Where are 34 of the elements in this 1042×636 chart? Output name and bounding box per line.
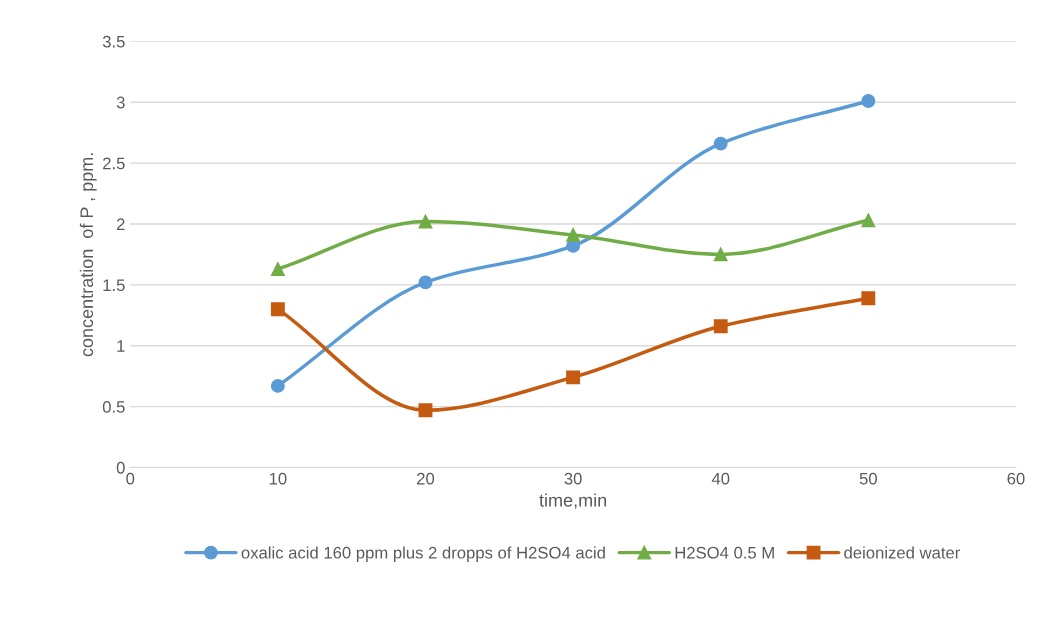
y-tick-label: 2: [116, 218, 125, 230]
x-tick-label: 30: [564, 472, 582, 485]
y-tick-label: 1.5: [103, 279, 125, 292]
point: [861, 94, 876, 108]
point: [418, 275, 433, 290]
point: [418, 214, 433, 229]
y-tick-label: 0: [116, 461, 125, 474]
point: [713, 319, 728, 334]
point: [270, 378, 285, 393]
x-tick-label: 10: [269, 472, 287, 485]
point: [713, 247, 728, 262]
x-tick-label: 60: [1007, 472, 1025, 485]
point: [270, 262, 285, 276]
point: [713, 136, 728, 151]
point: [566, 370, 581, 385]
y-tick-label: 1: [117, 340, 125, 352]
x-tick-label: 0: [126, 472, 135, 485]
point: [270, 302, 285, 317]
y-tick-label: 3.5: [102, 35, 125, 48]
x-tick-label: 50: [859, 472, 877, 485]
point: [418, 403, 433, 418]
legend-label: oxalic acid 160 ppm plus 2 dropps of H2SO4 acid: [241, 546, 605, 562]
point: [566, 227, 581, 242]
y-axis-title: concentration of P , ppm.: [79, 153, 97, 357]
legend-label: H2SO4 0.5 M: [675, 546, 774, 559]
point: [861, 213, 876, 228]
x-axis-title: time,min: [539, 493, 607, 509]
y-tick-label: 3: [116, 96, 125, 109]
x-tick-label: 40: [711, 472, 730, 485]
y-tick-label: 2.5: [103, 157, 125, 170]
legend-label: deionized water: [844, 546, 961, 559]
x-tick-label: 20: [417, 472, 435, 485]
y-tick-label: 0.5: [102, 400, 125, 413]
point: [861, 291, 876, 306]
